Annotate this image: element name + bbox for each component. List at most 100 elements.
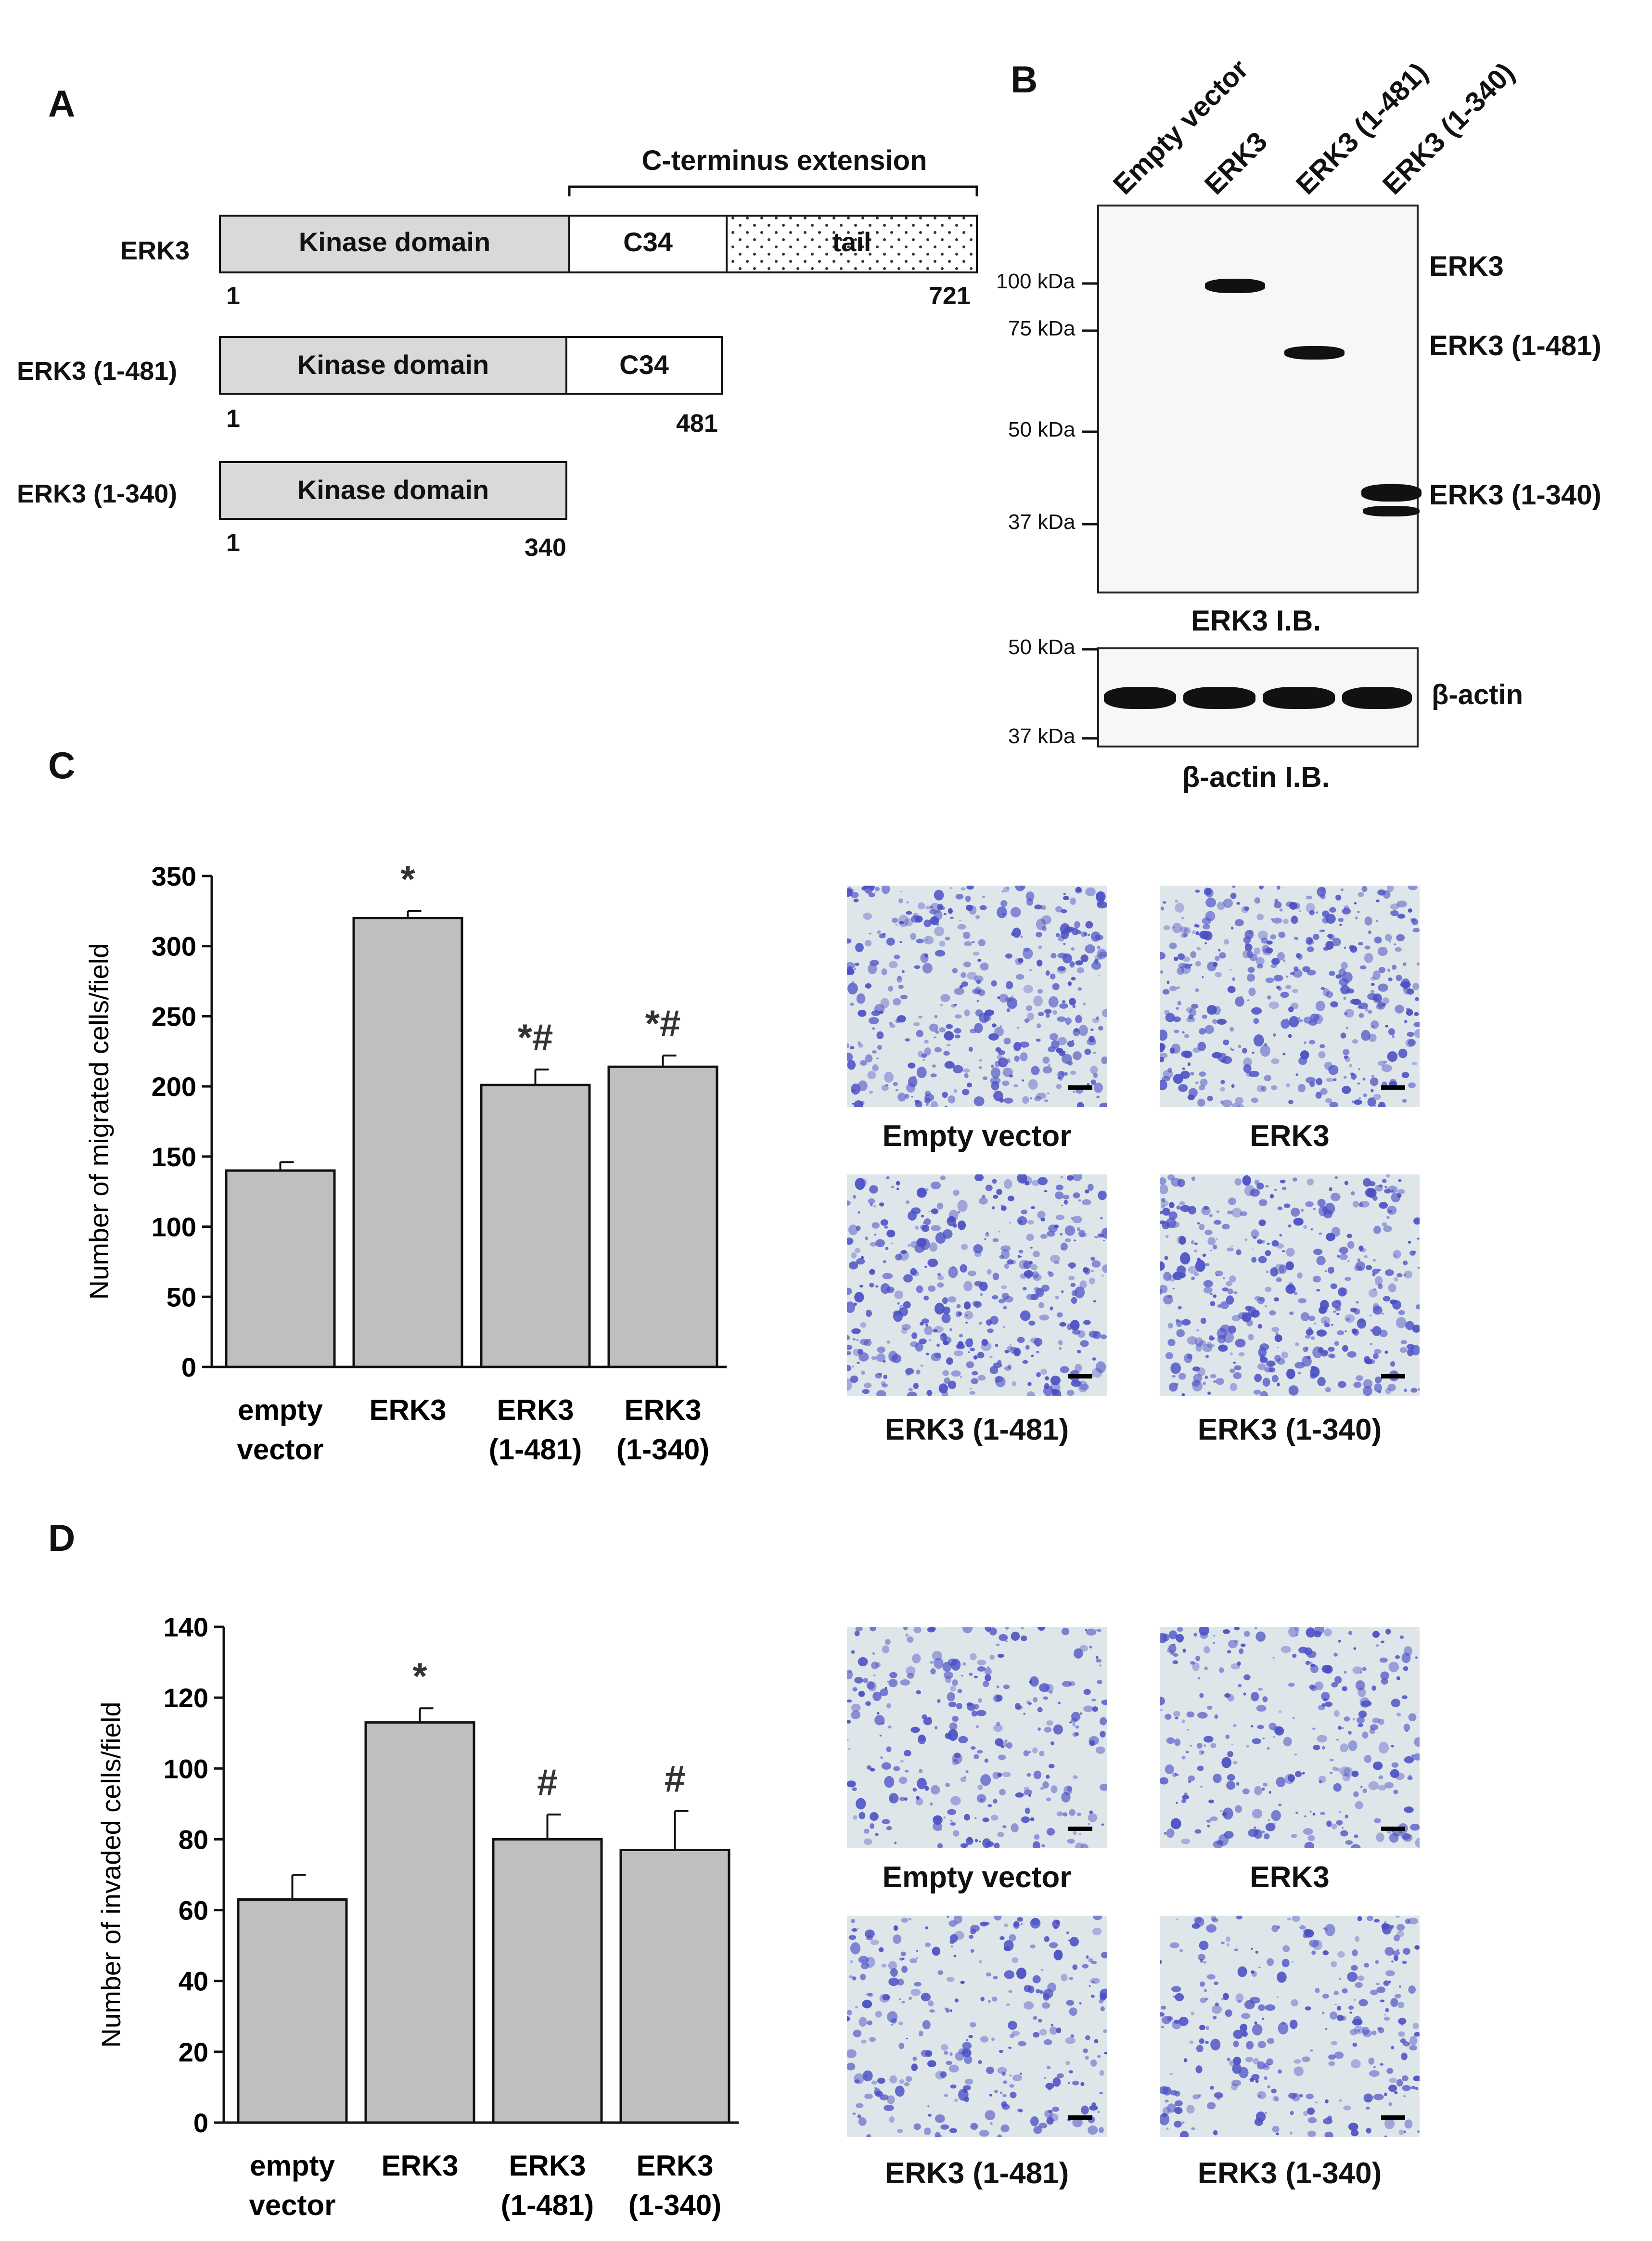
- domain-diagram: [219, 185, 978, 520]
- start-residue: 1: [226, 529, 240, 557]
- significance-marker: *: [412, 1655, 427, 1697]
- actin-western-blot: [1097, 647, 1419, 747]
- x-tick-label: vector: [249, 2189, 335, 2221]
- micrograph: [1160, 1916, 1420, 2137]
- y-tick-label: 20: [179, 2037, 208, 2067]
- x-tick-label: ERK3: [636, 2150, 713, 2182]
- mw-marker: 37 kDa: [1008, 510, 1076, 534]
- x-tick-label: ERK3: [509, 2150, 586, 2182]
- band-label: ERK3 (1-340): [1429, 479, 1601, 511]
- significance-marker: *#: [518, 1016, 553, 1058]
- y-tick-label: 150: [152, 1142, 196, 1172]
- actin-caption: β-actin I.B.: [1182, 761, 1330, 793]
- bar: [237, 1898, 348, 2124]
- panel-letter-c: C: [48, 744, 76, 786]
- y-tick-label: 140: [164, 1612, 208, 1642]
- micrograph-label: ERK3 (1-340): [1197, 1413, 1382, 1446]
- invasion-bar-chart: 0 20 40 60 80 100 120 140 Number of invaded cell…: [96, 1612, 739, 2221]
- actin-band: [1183, 687, 1255, 709]
- scale-bar: [1068, 2115, 1092, 2120]
- micrograph: [847, 886, 1107, 1107]
- micrograph-label: ERK3 (1-481): [884, 1413, 1069, 1446]
- start-residue: 1: [226, 405, 240, 433]
- c34-label: C34: [623, 227, 673, 257]
- panel-letter-b: B: [1011, 58, 1038, 101]
- blot-caption: ERK3 I.B.: [1191, 605, 1321, 637]
- scale-bar: [1381, 2115, 1405, 2120]
- bar: [619, 1849, 730, 2124]
- bar: [607, 1065, 718, 1368]
- significance-marker: #: [537, 1761, 558, 1803]
- bar: [352, 916, 463, 1368]
- erk3-1-340-band: [1361, 484, 1421, 502]
- micrograph-image: [1160, 1174, 1420, 1396]
- construct-name: ERK3: [120, 236, 190, 265]
- lane-label: ERK3: [1198, 126, 1274, 201]
- mw-marker: 75 kDa: [1008, 317, 1076, 340]
- y-tick-label: 300: [152, 931, 196, 962]
- y-tick-label: 0: [181, 1352, 196, 1382]
- micrograph-image: [1160, 1916, 1420, 2137]
- actin-band: [1342, 687, 1412, 709]
- micrograph-image: [847, 1174, 1107, 1396]
- x-tick-label: empty: [250, 2150, 335, 2182]
- micrograph-label: ERK3: [1250, 1120, 1330, 1153]
- micrograph-image: [1160, 886, 1420, 1107]
- y-tick-label: 350: [152, 861, 196, 891]
- mw-marker: 37 kDa: [1008, 724, 1076, 748]
- y-tick-label: 80: [179, 1824, 208, 1855]
- mw-marker: 50 kDa: [1008, 635, 1076, 659]
- scale-bar: [1068, 1827, 1092, 1831]
- end-residue: 340: [525, 534, 566, 562]
- erk3-1-481-band: [1284, 346, 1345, 360]
- scale-bar: [1381, 1085, 1405, 1090]
- micrograph-label: ERK3: [1250, 1861, 1330, 1894]
- x-tick-label: (1-340): [616, 1433, 709, 1466]
- tail-label: tail: [832, 227, 871, 257]
- start-residue: 1: [226, 282, 240, 310]
- band-label: ERK3: [1429, 251, 1504, 282]
- y-tick-label: 0: [193, 2108, 208, 2138]
- kinase-domain-label: Kinase domain: [297, 475, 489, 505]
- bar: [364, 1721, 475, 2124]
- actin-label: β-actin: [1432, 679, 1524, 710]
- kinase-domain-label: Kinase domain: [297, 349, 489, 380]
- micrograph-label: ERK3 (1-340): [1197, 2157, 1382, 2190]
- x-tick-label: ERK3: [497, 1394, 574, 1426]
- x-tick-label: (1-340): [628, 2189, 721, 2221]
- c-terminus-extension-label: C-terminus extension: [641, 145, 927, 176]
- x-tick-label: empty: [238, 1394, 323, 1426]
- migration-bar-chart: 0 50 100 150 200 250 300 350 Number of migrated …: [84, 858, 727, 1466]
- micrograph-label: ERK3 (1-481): [884, 2157, 1069, 2190]
- significance-marker: *: [400, 858, 415, 900]
- scale-bar: [1068, 1085, 1092, 1090]
- end-residue: 721: [929, 282, 971, 310]
- kinase-domain-label: Kinase domain: [298, 227, 491, 257]
- micrograph-image: [1160, 1627, 1420, 1848]
- erk3-1-340-band: [1363, 506, 1420, 516]
- micrograph: [847, 1174, 1107, 1396]
- x-tick-label: ERK3: [381, 2150, 458, 2182]
- band-label: ERK3 (1-481): [1429, 330, 1601, 361]
- scale-bar: [1381, 1827, 1405, 1831]
- y-tick-label: 40: [179, 1966, 208, 1996]
- x-tick-label: (1-481): [489, 1433, 582, 1466]
- x-tick-label: (1-481): [501, 2189, 594, 2221]
- significance-marker: *#: [645, 1002, 681, 1044]
- micrograph-label: Empty vector: [882, 1120, 1072, 1153]
- mw-marker: 50 kDa: [1008, 418, 1076, 441]
- panel-letter-a: A: [48, 82, 76, 125]
- micrograph-image: [847, 886, 1107, 1107]
- c34-label: C34: [619, 349, 669, 380]
- micrograph: [1160, 886, 1420, 1107]
- y-tick-label: 50: [166, 1282, 196, 1312]
- end-residue: 481: [676, 410, 718, 438]
- y-axis-label: Number of migrated cells/field: [84, 943, 114, 1300]
- scale-bar: [1381, 1374, 1405, 1378]
- construct-name: ERK3 (1-340): [17, 479, 178, 508]
- bar: [225, 1169, 336, 1368]
- mw-marker: 100 kDa: [996, 270, 1075, 293]
- micrograph-image: [847, 1916, 1107, 2137]
- significance-marker: #: [665, 1758, 685, 1800]
- y-tick-label: 100: [164, 1753, 208, 1784]
